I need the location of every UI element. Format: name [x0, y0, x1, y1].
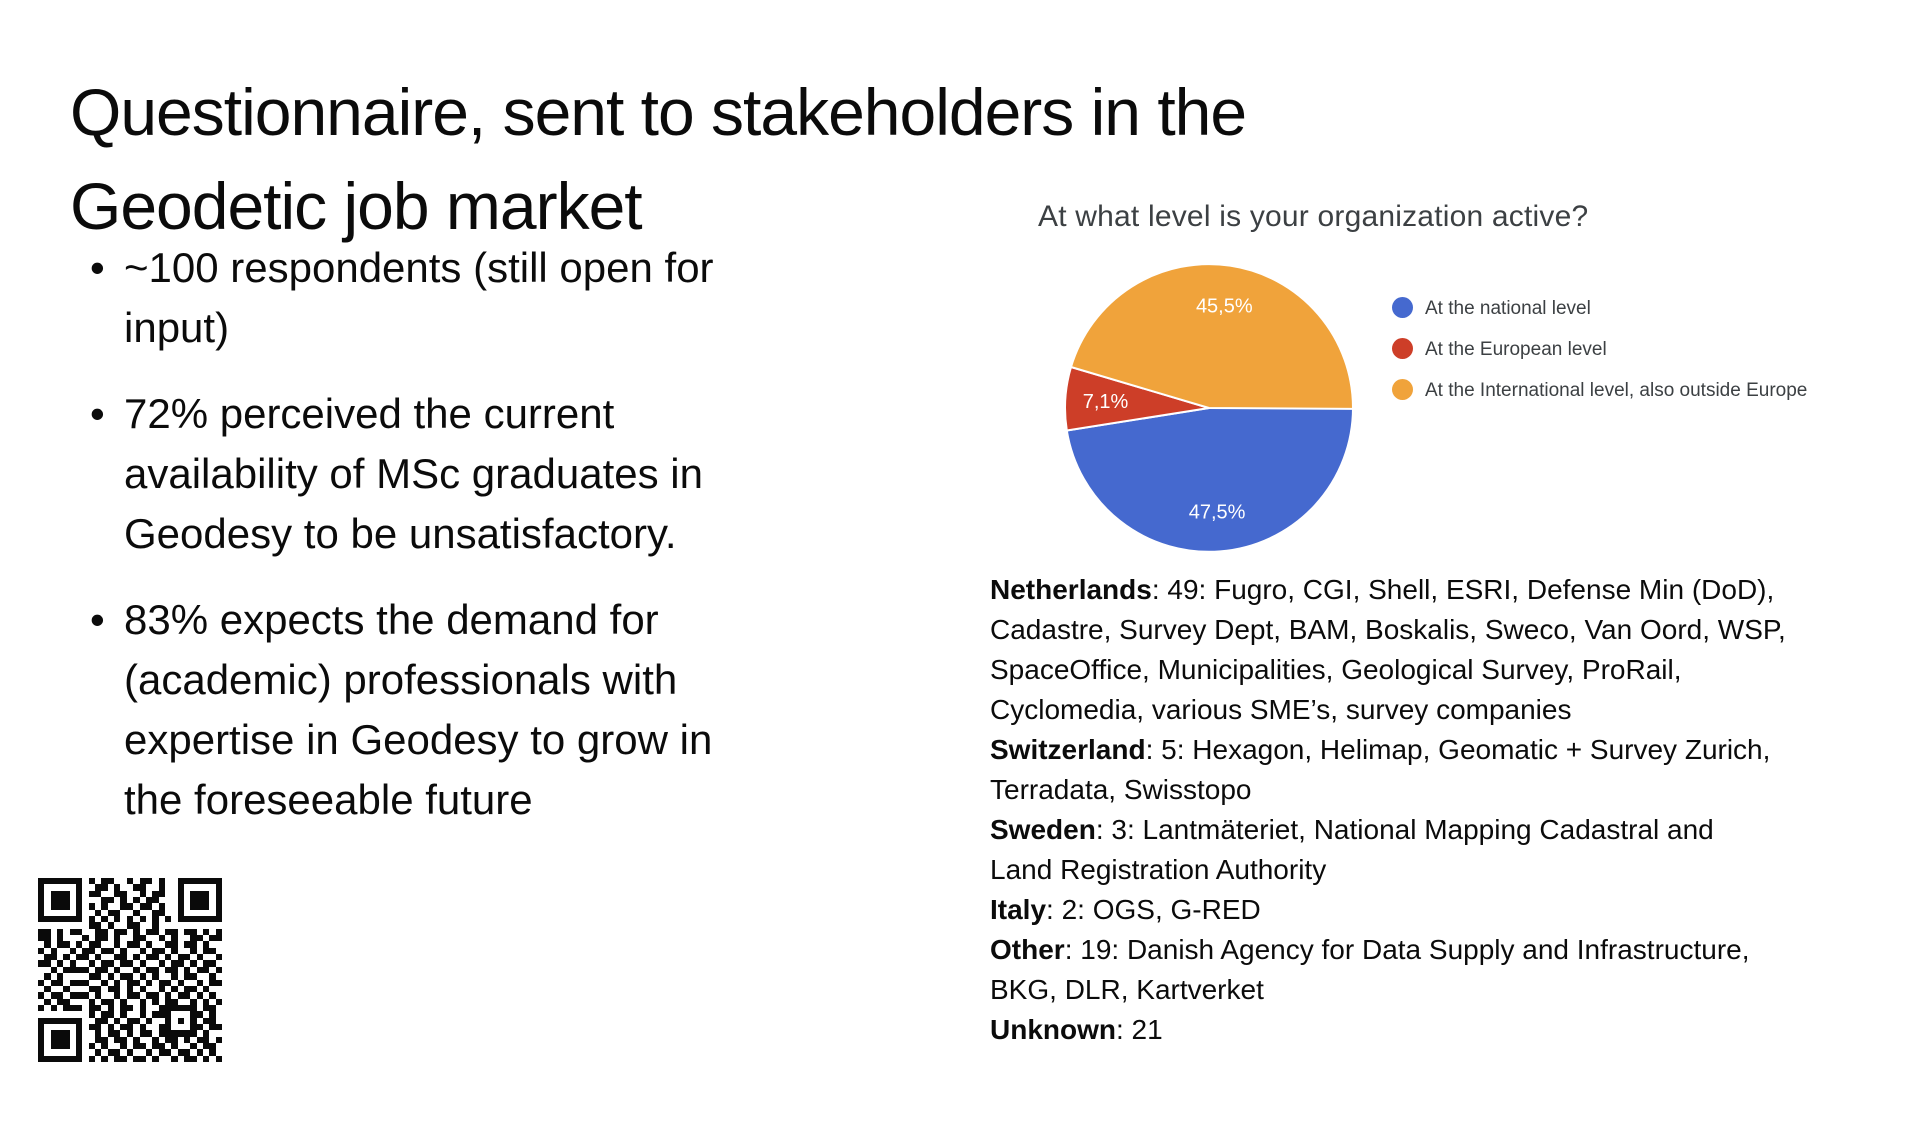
- org-detail: : 2: OGS, G-RED: [1046, 894, 1261, 925]
- legend-label-national: At the national level: [1425, 298, 1591, 319]
- pie-slice-national: [1065, 407, 1354, 553]
- pie-label-international: 45,5%: [1196, 295, 1253, 317]
- org-entry-sweden: Sweden: 3: Lantmäteriet, National Mappin…: [990, 810, 1915, 890]
- org-country: Switzerland: [990, 734, 1146, 765]
- legend-item-european: At the European level: [1392, 337, 1872, 363]
- pie-slice-international: [1070, 263, 1355, 410]
- legend-dot-international: [1392, 379, 1413, 400]
- legend-label-international: At the International level, also outside…: [1425, 380, 1808, 401]
- org-country: Netherlands: [990, 574, 1152, 605]
- slide-title: Questionnaire, sent to stakeholders in t…: [70, 75, 1247, 243]
- org-entry-italy: Italy: 2: OGS, G-RED: [990, 890, 1915, 930]
- organization-level-chart: At what level is your organization activ…: [1030, 200, 1910, 560]
- bullet-demand: 83% expects the demand for (academic) pr…: [90, 590, 780, 830]
- organization-list: Netherlands: 49: Fugro, CGI, Shell, ESRI…: [990, 570, 1915, 1050]
- legend-item-international: At the International level, also outside…: [1392, 378, 1872, 404]
- org-detail: : 5: Hexagon, Helimap, Geomatic + Survey…: [990, 734, 1771, 805]
- legend-dot-european: [1392, 338, 1413, 359]
- org-country: Sweden: [990, 814, 1096, 845]
- org-entry-switzerland: Switzerland: 5: Hexagon, Helimap, Geomat…: [990, 730, 1915, 810]
- org-entry-other: Other: 19: Danish Agency for Data Supply…: [990, 930, 1915, 1010]
- legend-label-european: At the European level: [1425, 339, 1607, 360]
- bullet-respondents: ~100 respondents (still open for input): [90, 238, 780, 358]
- org-detail: : 3: Lantmäteriet, National Mapping Cada…: [990, 814, 1714, 885]
- pie-label-european: 7,1%: [1083, 391, 1129, 413]
- bullet-list: ~100 respondents (still open for input) …: [90, 238, 780, 856]
- chart-title: At what level is your organization activ…: [1038, 200, 1589, 233]
- bullet-availability: 72% perceived the current availability o…: [90, 384, 780, 564]
- pie-chart: 47,5% 7,1% 45,5%: [1063, 262, 1355, 554]
- org-detail: : 49: Fugro, CGI, Shell, ESRI, Defense M…: [990, 574, 1786, 725]
- org-country: Italy: [990, 894, 1047, 925]
- org-entry-unknown: Unknown: 21: [990, 1010, 1915, 1050]
- org-detail: : 19: Danish Agency for Data Supply and …: [990, 934, 1750, 1005]
- chart-legend: At the national level At the European le…: [1392, 296, 1872, 404]
- org-entry-netherlands: Netherlands: 49: Fugro, CGI, Shell, ESRI…: [990, 570, 1915, 730]
- pie-label-national: 47,5%: [1189, 501, 1246, 523]
- legend-item-national: At the national level: [1392, 296, 1872, 322]
- org-detail: : 21: [1116, 1014, 1163, 1045]
- qr-code: [38, 878, 222, 1062]
- org-country: Unknown: [990, 1014, 1116, 1045]
- org-country: Other: [990, 934, 1065, 965]
- legend-dot-national: [1392, 297, 1413, 318]
